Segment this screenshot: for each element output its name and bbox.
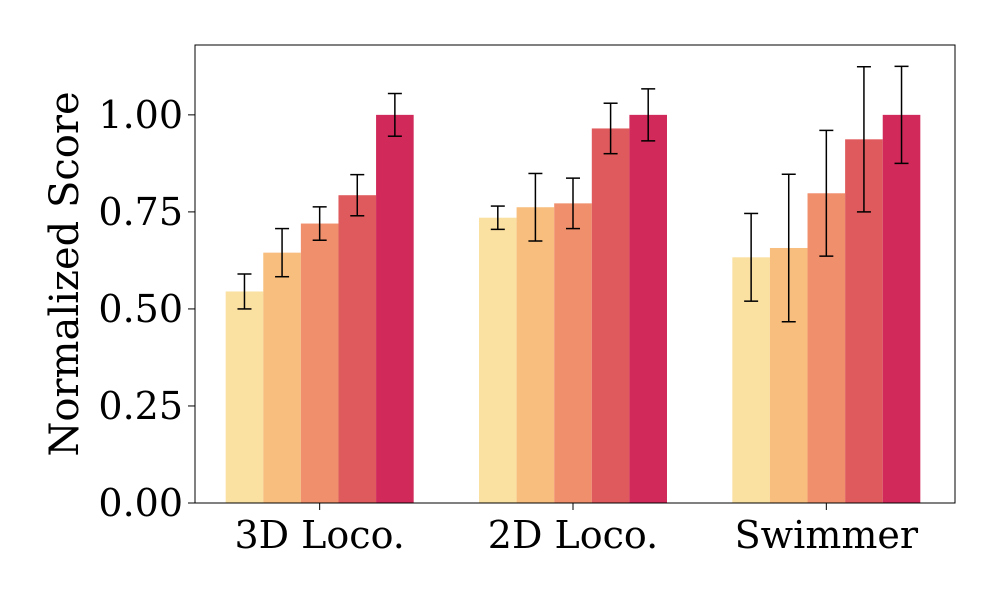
- y-tick-label-1: 0.25: [98, 384, 183, 428]
- bar-0-1: [263, 252, 301, 503]
- error-bars-layer: [237, 65, 909, 323]
- bar-1-4: [629, 114, 667, 504]
- error-bar-0-0: [237, 273, 252, 310]
- y-axis-label: Normalized Score: [42, 91, 88, 456]
- bar-0-4: [376, 114, 414, 504]
- bar-2-4: [882, 114, 921, 504]
- bar-1-0: [479, 217, 517, 503]
- error-bar-0-2: [312, 206, 327, 241]
- error-bar-0-3: [350, 173, 365, 217]
- bar-0-0: [225, 291, 264, 503]
- bar-1-2: [554, 203, 592, 504]
- x-axis: 3D Loco. 2D Loco. Swimmer: [234, 503, 919, 557]
- x-tick-label-0: 3D Loco.: [234, 513, 404, 557]
- error-bar-2-4: [894, 65, 909, 165]
- y-axis: 0.00 0.25 0.50 0.75 1.00: [98, 93, 195, 525]
- error-bar-1-1: [528, 172, 543, 242]
- y-tick-label-4: 1.00: [98, 93, 183, 137]
- error-bar-1-3: [603, 102, 618, 155]
- plot-frame: [194, 44, 956, 504]
- y-tick-label-3: 0.75: [98, 190, 183, 234]
- y-tick-label-2: 0.50: [98, 287, 183, 331]
- error-bar-1-2: [566, 177, 580, 230]
- error-bar-0-1: [275, 227, 290, 278]
- bar-0-2: [300, 223, 339, 504]
- error-bar-2-1: [781, 173, 796, 323]
- x-tick-label-2: Swimmer: [735, 513, 919, 557]
- error-bar-0-4: [387, 92, 402, 137]
- bar-1-1: [516, 207, 555, 504]
- error-bar-2-3: [856, 65, 871, 213]
- error-bar-1-4: [641, 88, 656, 142]
- y-tick-label-0: 0.00: [98, 481, 183, 525]
- bar-0-3: [338, 195, 377, 503]
- error-bar-1-0: [490, 205, 505, 231]
- error-bar-2-2: [819, 129, 834, 257]
- error-bar-2-0: [744, 212, 759, 302]
- bars-layer: [225, 114, 921, 504]
- bar-1-3: [591, 128, 630, 503]
- x-tick-label-1: 2D Loco.: [488, 513, 658, 557]
